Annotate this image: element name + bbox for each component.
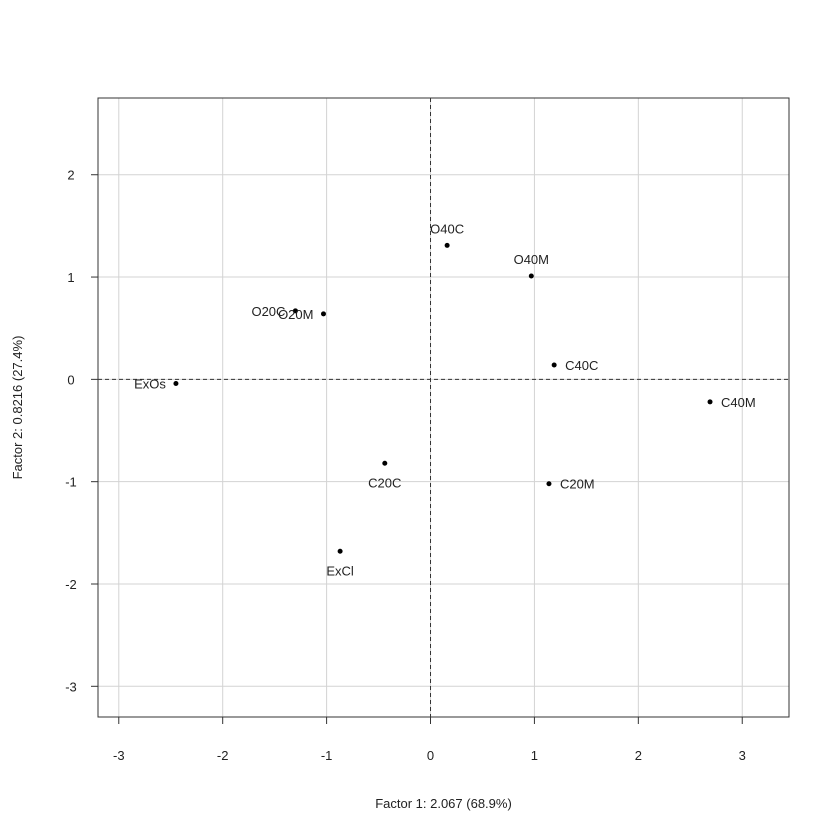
point-label: C20M	[560, 477, 595, 492]
point-label: O40M	[514, 252, 549, 267]
x-axis: -3 -2 -1 0 1 2 3	[113, 717, 746, 763]
x-tick-label: -1	[321, 748, 333, 763]
x-tick-label: 1	[531, 748, 538, 763]
x-tick-label: 0	[427, 748, 434, 763]
y-tick-label: 1	[67, 270, 74, 285]
point-label: ExOs	[134, 376, 166, 391]
point-label: C40C	[565, 358, 598, 373]
data-point	[546, 481, 552, 487]
data-point	[382, 460, 388, 466]
y-tick-label: 2	[67, 168, 74, 183]
y-axis-title: Factor 2: 0.8216 (27.4%)	[10, 336, 25, 480]
data-point	[173, 380, 179, 386]
plot-frame	[97, 97, 790, 718]
x-tick-label: -3	[113, 748, 125, 763]
point-label: O20M	[278, 307, 313, 322]
data-point	[320, 311, 326, 317]
y-axis: -3 -2 -1 0 1 2	[65, 168, 98, 694]
grid	[98, 98, 789, 717]
point-label: C40M	[721, 395, 756, 410]
y-tick-label: -3	[65, 679, 77, 694]
data-point	[337, 548, 343, 554]
x-tick-label: 3	[739, 748, 746, 763]
data-point	[444, 242, 450, 248]
data-point	[292, 308, 298, 314]
y-tick-label: 0	[67, 372, 74, 387]
y-tick-label: -1	[65, 475, 77, 490]
point-label: C20C	[368, 475, 401, 490]
point-label: ExCl	[326, 563, 354, 578]
x-tick-label: 2	[635, 748, 642, 763]
reference-lines	[98, 98, 789, 717]
point-label: O20C	[251, 304, 285, 319]
data-point	[551, 362, 557, 368]
point-label: O40C	[430, 221, 464, 236]
data-point	[707, 399, 713, 405]
data-point	[528, 273, 534, 279]
x-axis-title: Factor 1: 2.067 (68.9%)	[375, 796, 512, 811]
x-tick-label: -2	[217, 748, 229, 763]
y-tick-label: -2	[65, 577, 77, 592]
